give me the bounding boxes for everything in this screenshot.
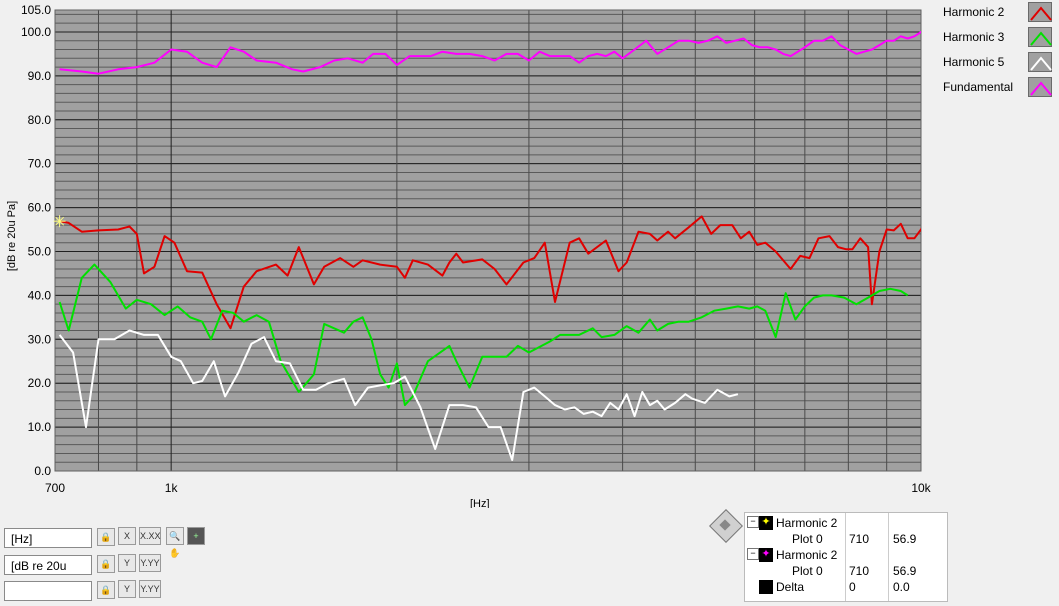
x-scale-name-field[interactable]: [Hz] bbox=[4, 528, 92, 548]
zoom-icon[interactable]: 🔍 bbox=[166, 527, 184, 545]
line-style-icon[interactable] bbox=[1028, 27, 1052, 47]
delta-y-value[interactable]: 0.0 bbox=[893, 580, 910, 594]
y-tick-label: 0.0 bbox=[34, 464, 51, 478]
cursor-name: Harmonic 2 bbox=[776, 548, 838, 562]
cursor-style-icon[interactable]: ✦ bbox=[759, 548, 773, 562]
y-scale-name-field[interactable]: [dB re 20u bbox=[4, 555, 92, 575]
x-format-label: X.XX bbox=[140, 531, 161, 541]
cursor-row: Plot 0 710 56.9 bbox=[745, 531, 947, 547]
cursor-x-value[interactable]: 710 bbox=[849, 564, 870, 578]
delta-label: Delta bbox=[776, 580, 805, 594]
y-tick-label: 10.0 bbox=[28, 420, 52, 434]
pan-hand-icon[interactable]: ✋ bbox=[169, 548, 181, 558]
cursor-x-value[interactable]: 710 bbox=[849, 532, 870, 546]
y-tick-label: 60.0 bbox=[28, 201, 52, 215]
y-autoscale-button[interactable]: Y bbox=[118, 554, 136, 572]
series-line-fundamental[interactable] bbox=[59, 30, 940, 75]
x-autoscale-button[interactable]: X bbox=[118, 527, 136, 545]
legend-item-harmonic-3[interactable]: Harmonic 3 bbox=[940, 27, 1055, 52]
line-style-icon[interactable] bbox=[1028, 2, 1052, 22]
plot-name: Plot 0 bbox=[792, 564, 823, 578]
collapse-icon[interactable]: − bbox=[747, 516, 759, 528]
y-format-label: Y.YY bbox=[140, 558, 160, 568]
cursor-crosshair-icon[interactable]: + bbox=[187, 527, 205, 545]
line-style-icon[interactable] bbox=[1028, 52, 1052, 72]
y-tick-label: 100.0 bbox=[21, 25, 51, 39]
cursor-marker-stroke bbox=[55, 216, 64, 226]
cursor-y-value[interactable]: 56.9 bbox=[893, 564, 917, 578]
legend-item-fundamental[interactable]: Fundamental bbox=[940, 77, 1055, 102]
collapse-icon[interactable]: − bbox=[747, 548, 759, 560]
series-line-harmonic-2[interactable] bbox=[59, 215, 940, 330]
x-autoscale-label: X bbox=[123, 531, 130, 541]
y2-format-button[interactable]: Y.YY bbox=[139, 580, 161, 598]
delta-row: Delta 0 0.0 bbox=[745, 579, 947, 595]
plot-area[interactable] bbox=[55, 10, 921, 471]
scale-name-field[interactable] bbox=[4, 581, 92, 601]
lock-icon[interactable]: 🔒 bbox=[97, 581, 115, 599]
cursor-row: Plot 0 710 56.9 bbox=[745, 563, 947, 579]
cursor-legend: − ✦ Harmonic 2 Plot 0 710 56.9 − ✦ Harmo… bbox=[744, 512, 948, 602]
plot-name: Plot 0 bbox=[792, 532, 823, 546]
y-tick-label: 70.0 bbox=[28, 157, 52, 171]
series-line-harmonic-3[interactable] bbox=[58, 263, 909, 407]
lock-icon[interactable]: 🔒 bbox=[97, 555, 115, 573]
legend-item-harmonic-2[interactable]: Harmonic 2 bbox=[940, 2, 1055, 27]
x-format-button[interactable]: X.XX bbox=[139, 527, 161, 545]
x-tick-label: 1k bbox=[165, 481, 179, 495]
legend-label: Fundamental bbox=[943, 80, 1014, 94]
x-tick-label: 10k bbox=[911, 481, 931, 495]
y-tick-label: 80.0 bbox=[28, 113, 52, 127]
legend-label: Harmonic 2 bbox=[943, 5, 1005, 19]
legend-item-harmonic-5[interactable]: Harmonic 5 bbox=[940, 52, 1055, 77]
graph[interactable]: 0.0 10.0 20.0 30.0 40.0 50.0 60.0 70.0 80.0 90.0 1… bbox=[0, 0, 940, 510]
delta-swatch bbox=[759, 580, 773, 594]
series-line-harmonic-5[interactable] bbox=[58, 329, 739, 461]
cursor-marker[interactable] bbox=[53, 215, 66, 228]
plot-frame bbox=[54, 9, 922, 472]
legend-label: Harmonic 5 bbox=[943, 55, 1005, 69]
x-axis-label: [Hz] bbox=[470, 498, 490, 508]
y2-autoscale-label: Y bbox=[123, 584, 130, 594]
plot-legend: Harmonic 2 Harmonic 3 Harmonic 5 Fundame… bbox=[940, 2, 1055, 102]
cursor-row[interactable]: − ✦ Harmonic 2 bbox=[745, 515, 947, 531]
line-style-icon[interactable] bbox=[1028, 77, 1052, 97]
y-autoscale-label: Y bbox=[123, 558, 130, 568]
legend-label: Harmonic 3 bbox=[943, 30, 1005, 44]
cursor-row[interactable]: − ✦ Harmonic 2 bbox=[745, 547, 947, 563]
y-tick-label: 90.0 bbox=[28, 69, 52, 83]
lock-icon[interactable]: 🔒 bbox=[97, 528, 115, 546]
y-tick-label: 105.0 bbox=[21, 3, 51, 17]
y-axis-label: [dB re 20u Pa] bbox=[6, 200, 18, 272]
y-tick-label: 50.0 bbox=[28, 244, 52, 258]
delta-x-value[interactable]: 0 bbox=[849, 580, 856, 594]
x-tick-label: 700 bbox=[45, 481, 65, 495]
y-format-button[interactable]: Y.YY bbox=[139, 554, 161, 572]
y-tick-label: 20.0 bbox=[28, 376, 52, 390]
y-tick-label: 30.0 bbox=[28, 332, 52, 346]
cursor-y-value[interactable]: 56.9 bbox=[893, 532, 917, 546]
y-tick-label: 40.0 bbox=[28, 288, 52, 302]
cursor-name: Harmonic 2 bbox=[776, 516, 838, 530]
y2-format-label: Y.YY bbox=[140, 584, 160, 594]
y2-autoscale-button[interactable]: Y bbox=[118, 580, 136, 598]
cursor-style-icon[interactable]: ✦ bbox=[759, 516, 773, 530]
